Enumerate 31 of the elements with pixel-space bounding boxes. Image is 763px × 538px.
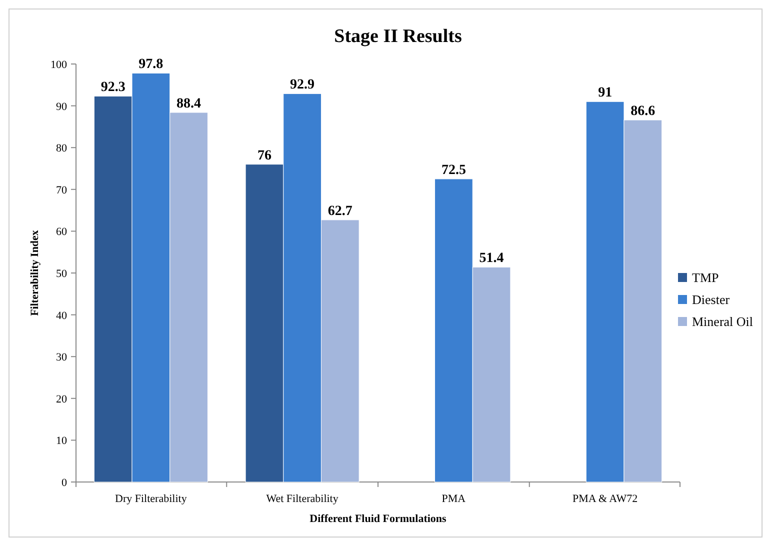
x-axis-title: Different Fluid Formulations	[310, 513, 448, 525]
y-tick-label: 20	[56, 393, 68, 406]
y-tick-label: 100	[50, 59, 68, 71]
y-axis-title: Filterability Index	[29, 230, 41, 316]
y-tick-label: 30	[56, 352, 68, 364]
y-tick-label: 0	[62, 477, 68, 489]
data-label: 92.3	[100, 80, 126, 96]
data-label: 51.4	[479, 251, 504, 266]
data-label: 86.6	[630, 104, 656, 120]
data-label: 76	[257, 148, 272, 164]
data-label: 72.5	[441, 162, 466, 178]
data-label: 92.9	[290, 78, 315, 93]
y-tick-label: 70	[56, 184, 68, 196]
y-tick-label: 90	[56, 100, 68, 113]
x-tick-label: Wet Filterability	[266, 493, 339, 505]
data-label: 91	[598, 86, 612, 101]
y-tick-label: 10	[56, 435, 68, 448]
legend-label: Diester	[692, 292, 730, 307]
y-tick-label: 80	[56, 142, 68, 155]
data-label: 62.7	[328, 204, 352, 219]
x-tick-label: Dry Filterability	[115, 493, 188, 505]
data-label: 97.8	[138, 57, 164, 72]
data-label: 88.4	[176, 96, 202, 112]
x-tick-label: PMA	[442, 493, 466, 505]
y-tick-label: 60	[56, 226, 68, 238]
legend-label: TMP	[692, 270, 719, 285]
y-tick-label: 40	[56, 310, 68, 322]
y-tick-label: 50	[56, 268, 68, 280]
x-tick-label: PMA & AW72	[572, 493, 638, 505]
chart-title: Stage II Results	[334, 26, 462, 47]
legend-label: Mineral Oil	[692, 314, 754, 329]
